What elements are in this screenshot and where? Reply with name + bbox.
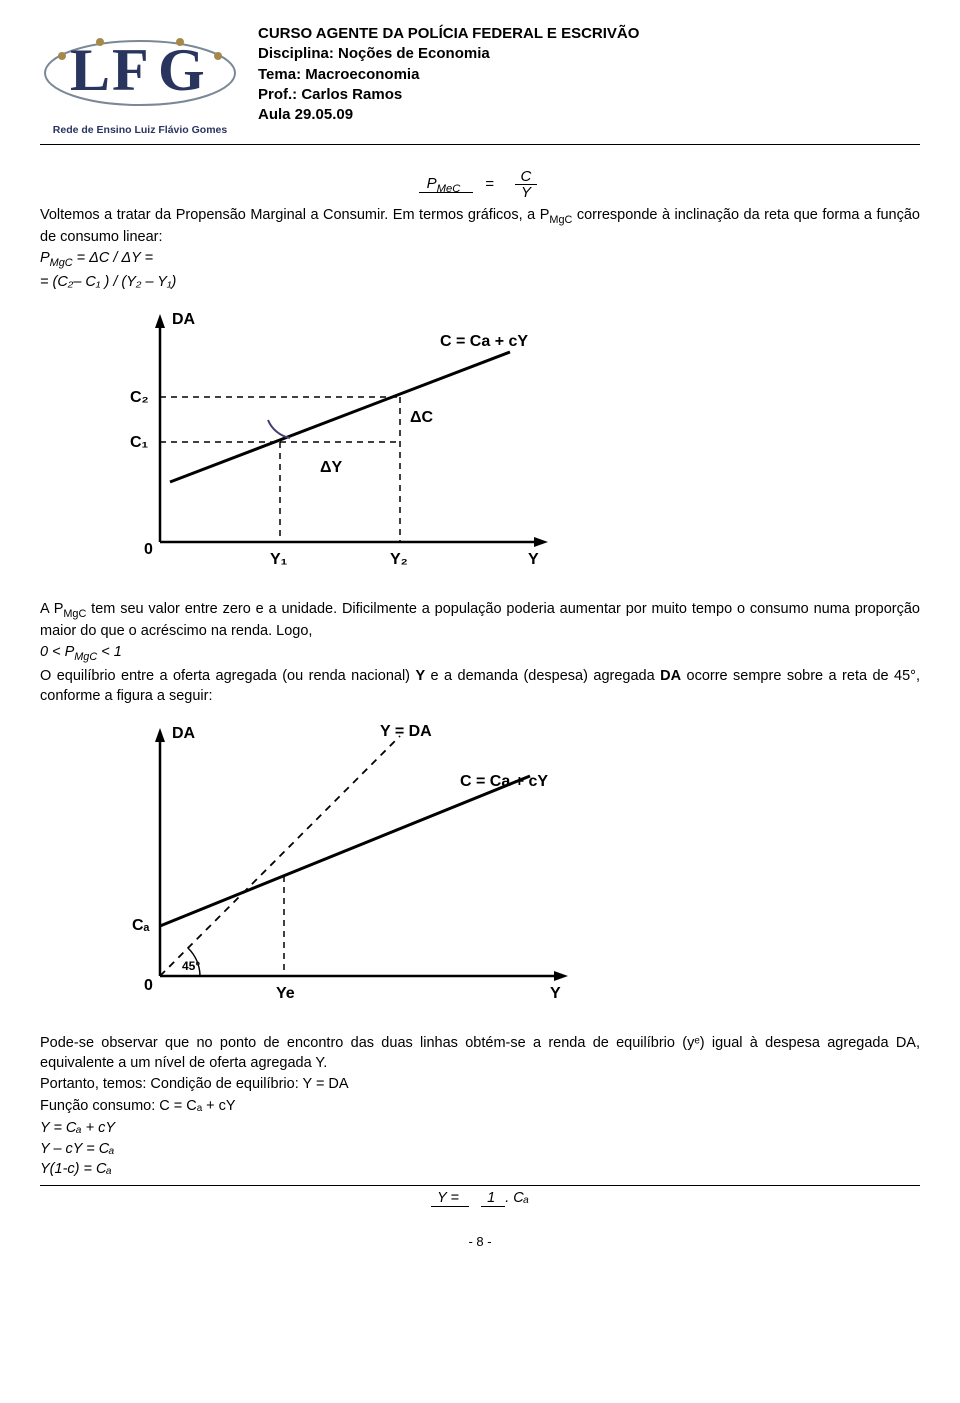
logo-tagline: Rede de Ensino Luiz Flávio Gomes bbox=[40, 124, 240, 136]
inequality-pmgc: 0 < PMgC < 1 bbox=[40, 643, 920, 665]
svg-text:C₂: C₂ bbox=[130, 389, 149, 406]
svg-text:Y: Y bbox=[528, 551, 539, 568]
svg-text:45°: 45° bbox=[182, 959, 200, 973]
svg-text:ΔY: ΔY bbox=[320, 459, 343, 476]
svg-text:Y: Y bbox=[550, 985, 561, 1002]
svg-text:ΔC: ΔC bbox=[410, 409, 434, 426]
eq-y-minus-cy: Y – cY = Cₐ bbox=[40, 1139, 920, 1159]
paragraph-3: O equilíbrio entre a oferta agregada (ou… bbox=[40, 667, 920, 706]
page-number: - 8 - bbox=[40, 1234, 920, 1249]
equation-pmgc-delta: PMgC = ΔC / ΔY = bbox=[40, 249, 920, 271]
svg-text:Y = DA: Y = DA bbox=[380, 723, 432, 740]
svg-text:C = Ca + cY: C = Ca + cY bbox=[460, 773, 548, 790]
svg-text:C₁: C₁ bbox=[130, 434, 149, 451]
paragraph-6: Função consumo: C = Cₐ + cY bbox=[40, 1097, 920, 1117]
lfg-logo-svg: L F G bbox=[40, 18, 240, 128]
header-theme: Tema: Macroeconomia bbox=[258, 65, 639, 85]
svg-text:C = Ca + cY: C = Ca + cY bbox=[440, 333, 528, 350]
svg-text:Y₂: Y₂ bbox=[390, 551, 408, 568]
diagram-equilibrium: DA Y 0 Y = DA C = Ca + cY Cₐ Ye 45° bbox=[110, 716, 920, 1016]
formula-pmec: PMeC = C Y bbox=[40, 169, 920, 200]
paragraph-4: Pode-se observar que no ponto de encontr… bbox=[40, 1034, 920, 1073]
svg-text:Y₁: Y₁ bbox=[270, 551, 288, 568]
header-divider bbox=[40, 144, 920, 145]
eq-y-factored: Y(1-c) = Cₐ bbox=[40, 1159, 920, 1179]
header-discipline: Disciplina: Noções de Economia bbox=[258, 44, 639, 64]
svg-text:F: F bbox=[112, 37, 149, 103]
svg-text:Cₐ: Cₐ bbox=[132, 917, 150, 934]
bottom-divider bbox=[40, 1185, 920, 1186]
paragraph-2: A PMgC tem seu valor entre zero e a unid… bbox=[40, 600, 920, 641]
svg-text:DA: DA bbox=[172, 725, 196, 742]
header-text-block: CURSO AGENTE DA POLÍCIA FEDERAL E ESCRIV… bbox=[258, 18, 639, 125]
paragraph-1: Voltemos a tratar da Propensão Marginal … bbox=[40, 206, 920, 247]
svg-text:L: L bbox=[70, 37, 110, 103]
header-class: Aula 29.05.09 bbox=[258, 105, 639, 125]
logo: L F G Rede de Ensino Luiz Flávio Gomes bbox=[40, 18, 240, 136]
svg-text:DA: DA bbox=[172, 311, 196, 328]
equation-pmgc-expanded: = (C₂– C₁ ) / (Y₂ – Y₁) bbox=[40, 273, 920, 293]
final-multiplier-eq: Y = 1 . Cₐ bbox=[40, 1190, 920, 1206]
header-prof: Prof.: Carlos Ramos bbox=[258, 85, 639, 105]
paragraph-5: Portanto, temos: Condição de equilíbrio:… bbox=[40, 1075, 920, 1095]
svg-text:0: 0 bbox=[144, 541, 153, 558]
document-header: L F G Rede de Ensino Luiz Flávio Gomes C… bbox=[40, 18, 920, 136]
eq-y-ca-cy: Y = Cₐ + cY bbox=[40, 1118, 920, 1138]
svg-text:Ye: Ye bbox=[276, 985, 295, 1002]
svg-text:G: G bbox=[158, 37, 205, 103]
header-course: CURSO AGENTE DA POLÍCIA FEDERAL E ESCRIV… bbox=[258, 24, 639, 44]
svg-text:0: 0 bbox=[144, 977, 153, 994]
diagram-consumption-function: DA Y 0 C = Ca + cY C₁ C₂ Y₁ Y₂ ΔC ΔY bbox=[110, 302, 920, 582]
